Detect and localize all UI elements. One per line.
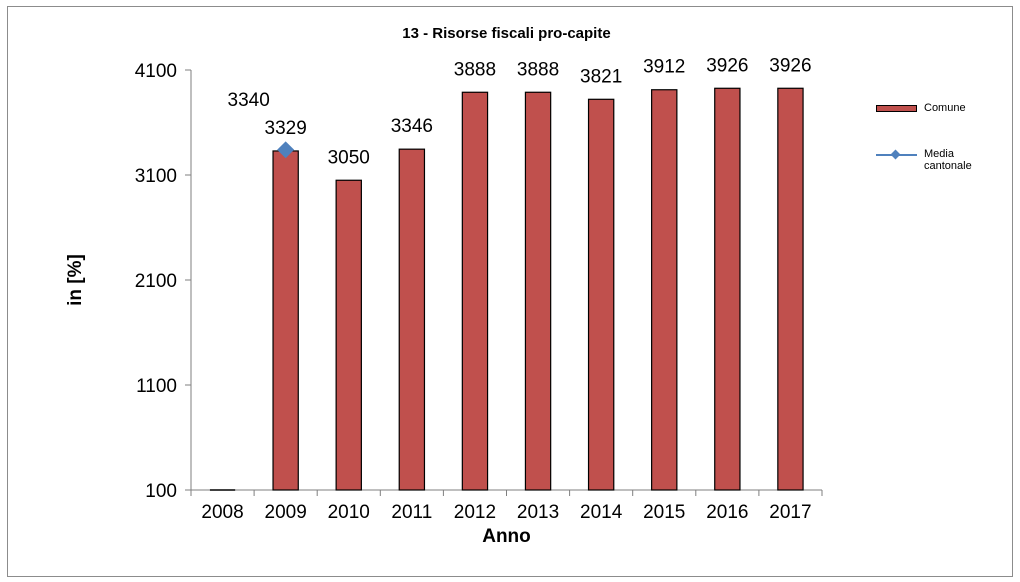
y-tick-label: 100 <box>145 481 177 502</box>
x-tick-label: 2009 <box>265 502 307 523</box>
legend-marker-media-cantonale <box>890 149 901 160</box>
bar-comune <box>398 148 426 491</box>
bar-comune <box>335 179 362 491</box>
bar-comune <box>714 87 741 491</box>
x-tick-label: 2012 <box>454 502 496 523</box>
legend-label-media-line2: cantonale <box>924 160 972 172</box>
bar-comune <box>461 91 489 491</box>
chart-title: 13 - Risorse fiscali pro-capite <box>402 25 610 42</box>
bar-comune <box>524 91 552 491</box>
legend-swatch-comune <box>876 105 917 112</box>
x-tick-label: 2011 <box>391 502 432 523</box>
data-label-comune: 3926 <box>769 55 811 76</box>
x-tick-label: 2015 <box>643 502 685 523</box>
legend-label-media-line1: Media <box>924 148 954 160</box>
y-axis-label: in [%] <box>65 254 86 306</box>
bar-comune <box>587 98 615 491</box>
bar-comune <box>272 150 299 491</box>
bar-comune <box>651 89 678 491</box>
x-tick-label: 2016 <box>706 502 748 523</box>
bar-comune <box>777 87 804 491</box>
legend-label-comune: Comune <box>924 102 966 114</box>
marker-media-cantonale <box>277 141 295 159</box>
data-label-comune: 3926 <box>706 55 748 76</box>
data-label-comune: 3821 <box>580 66 622 87</box>
data-label-comune: 3888 <box>517 59 559 80</box>
legend-item-comune: Comune <box>876 99 1016 119</box>
x-tick-label: 2008 <box>201 502 243 523</box>
data-label-comune: 3329 <box>265 118 307 139</box>
data-label-comune: 3888 <box>454 59 496 80</box>
y-tick-label: 1100 <box>136 376 177 397</box>
x-tick-label: 2010 <box>328 502 370 523</box>
data-label-media-cantonale: 3340 <box>228 90 270 111</box>
data-label-comune: 3912 <box>643 57 685 78</box>
chart-svg: 13 - Risorse fiscali pro-capite 100 1100 21… <box>65 25 823 547</box>
x-tick-label: 2013 <box>517 502 559 523</box>
y-tick-label: 3100 <box>135 166 177 187</box>
y-tick-label: 2100 <box>135 271 177 292</box>
x-axis-label: Anno <box>482 526 531 547</box>
y-tick-label: 4100 <box>135 61 177 82</box>
data-label-comune: 3346 <box>391 116 433 137</box>
x-tick-label: 2014 <box>580 502 623 523</box>
x-tick-label: 2017 <box>769 502 811 523</box>
data-label-comune: 3050 <box>328 147 370 168</box>
chart-frame: 13 - Risorse fiscali pro-capite 100 1100 21… <box>7 6 1013 577</box>
legend: Comune Media cantonale <box>876 99 1016 191</box>
legend-item-media-cantonale: Media cantonale <box>876 145 1016 172</box>
legend-label-media-cantonale: Media cantonale <box>924 148 972 172</box>
